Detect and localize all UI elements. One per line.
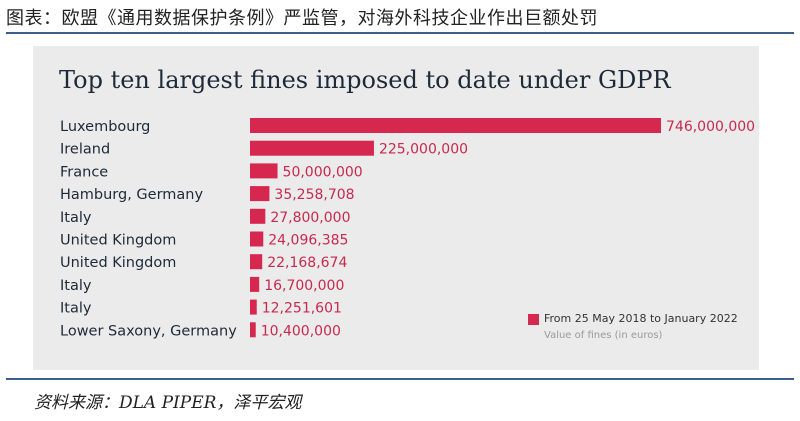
category-label: United Kingdom — [60, 255, 176, 271]
category-label: Luxembourg — [60, 119, 150, 135]
legend-label: From 25 May 2018 to January 2022 — [544, 312, 738, 325]
category-label: France — [60, 164, 108, 180]
category-label: Italy — [60, 301, 92, 317]
value-label: 12,251,601 — [262, 301, 342, 317]
figure-title: 图表：欧盟《通用数据保护条例》严监管，对海外科技企业作出巨额处罚 — [6, 8, 598, 29]
bar — [250, 140, 374, 156]
bar — [250, 118, 661, 133]
value-label: 16,700,000 — [264, 278, 344, 294]
value-label: 22,168,674 — [267, 255, 347, 271]
chart-panel — [33, 46, 759, 370]
value-label: 27,800,000 — [270, 210, 350, 226]
legend-sublabel: Value of fines (in euros) — [544, 330, 663, 341]
bottom-divider — [6, 378, 794, 380]
legend-swatch — [528, 314, 539, 325]
bar — [250, 299, 257, 315]
category-label: Italy — [60, 278, 92, 294]
value-label: 10,400,000 — [261, 323, 341, 339]
value-label: 24,096,385 — [268, 233, 348, 249]
bar — [250, 254, 263, 270]
top-divider — [6, 32, 794, 34]
category-label: Lower Saxony, Germany — [60, 323, 237, 339]
source-note: 资料来源：DLA PIPER，泽平宏观 — [34, 393, 302, 413]
category-label: Ireland — [60, 142, 110, 158]
category-label: Hamburg, Germany — [60, 187, 204, 203]
bar — [250, 163, 278, 179]
value-label: 50,000,000 — [283, 164, 363, 180]
bar — [250, 186, 270, 202]
value-label: 225,000,000 — [379, 142, 468, 158]
bar — [250, 231, 264, 247]
category-label: Italy — [60, 210, 92, 226]
bar — [250, 208, 266, 224]
value-label: 746,000,000 — [666, 119, 755, 135]
category-label: United Kingdom — [60, 233, 176, 249]
bar — [250, 276, 260, 292]
chart-title: Top ten largest fines imposed to date un… — [59, 66, 671, 94]
value-label: 35,258,708 — [274, 187, 354, 203]
bar — [250, 322, 256, 338]
